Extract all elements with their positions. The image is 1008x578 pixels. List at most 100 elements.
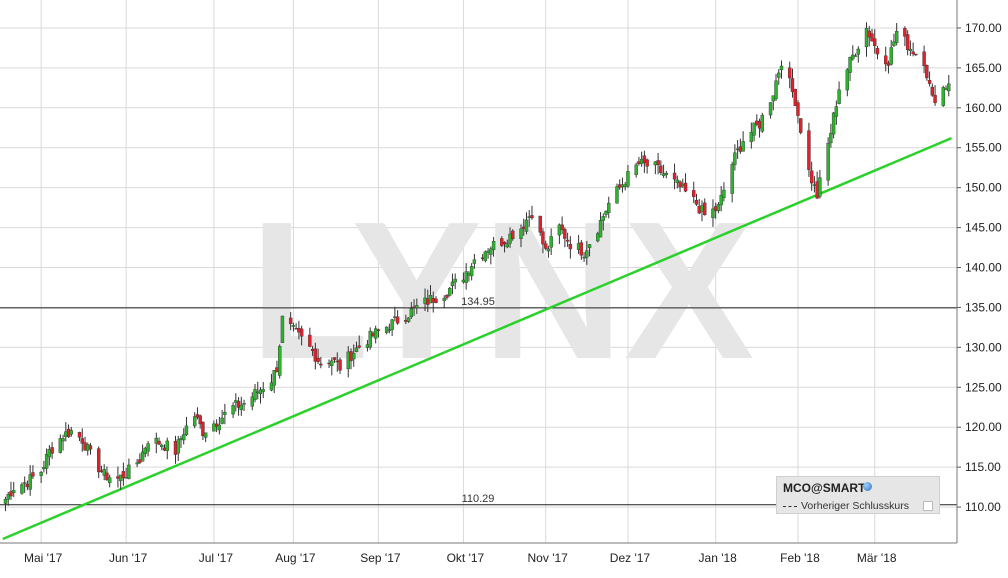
candle-body — [826, 143, 830, 181]
candle — [472, 253, 477, 269]
candle — [870, 28, 874, 42]
candle-body — [848, 57, 852, 73]
candle-body — [434, 298, 438, 303]
candle — [31, 465, 35, 480]
candle — [442, 295, 446, 308]
candle-body — [768, 102, 773, 116]
candle — [352, 344, 356, 367]
candle — [511, 229, 515, 241]
y-tick-label: 150.00 — [965, 181, 1002, 195]
candle — [779, 60, 784, 79]
candle-body — [464, 271, 468, 283]
candle — [203, 432, 208, 443]
candle-body — [642, 155, 647, 163]
y-tick-label: 120.00 — [965, 420, 1002, 434]
candle-body — [217, 424, 222, 431]
candle — [722, 182, 726, 202]
candle-body — [798, 118, 803, 133]
candle-body — [160, 444, 164, 448]
candle — [829, 123, 833, 148]
candle-body — [387, 329, 392, 331]
candle-body — [703, 202, 707, 216]
candle-body — [568, 244, 573, 250]
legend-toggle-checkbox[interactable] — [923, 501, 933, 511]
candle-body — [829, 132, 833, 144]
y-tick-label: 165.00 — [965, 61, 1002, 75]
candle — [601, 213, 605, 231]
candle-body — [601, 216, 605, 221]
candle — [165, 437, 169, 460]
candle — [330, 357, 334, 376]
candle — [884, 46, 888, 72]
candle — [469, 263, 474, 281]
y-tick-label: 170.00 — [965, 21, 1002, 35]
candle-body — [730, 164, 734, 194]
candle-body — [135, 462, 139, 465]
candle — [642, 150, 647, 173]
candle-body — [831, 112, 836, 135]
candle — [807, 122, 811, 177]
y-tick-label: 140.00 — [965, 261, 1002, 275]
candle — [22, 476, 27, 493]
reference-line-label: 110.29 — [462, 493, 495, 505]
candle-body — [220, 417, 224, 424]
candle-body — [947, 83, 951, 92]
candle — [752, 122, 756, 142]
candle-body — [269, 382, 274, 391]
candle-body — [719, 195, 723, 206]
candle-body — [406, 317, 411, 322]
candle-body — [873, 38, 877, 46]
globe-icon[interactable] — [863, 482, 872, 491]
candle-body — [357, 345, 361, 348]
candle-body — [415, 305, 419, 309]
candle — [39, 470, 43, 483]
candle-body — [319, 363, 323, 366]
candle-body — [796, 102, 800, 116]
candle — [856, 46, 860, 63]
candle-body — [908, 48, 913, 51]
candle — [176, 435, 180, 461]
candle — [102, 464, 106, 481]
candle — [236, 397, 241, 416]
candle-body — [469, 266, 474, 277]
candle-body — [368, 330, 372, 348]
candle — [741, 131, 745, 152]
candle — [223, 403, 227, 425]
trendline — [2, 136, 953, 541]
candle-body — [44, 454, 49, 469]
candle — [607, 196, 611, 219]
candle-body — [277, 346, 282, 376]
candle-body — [864, 27, 869, 47]
candle-body — [892, 41, 896, 46]
candle — [774, 73, 778, 102]
candle — [656, 152, 660, 175]
candle — [58, 434, 63, 454]
candle — [212, 420, 216, 432]
candle-body — [203, 432, 208, 438]
candle — [596, 231, 600, 243]
candle — [892, 33, 896, 47]
candle-body — [201, 421, 205, 437]
candle — [683, 173, 688, 193]
candle — [154, 432, 159, 454]
candle-body — [853, 55, 858, 57]
candle — [434, 296, 438, 304]
candle-body — [9, 491, 13, 497]
candle — [675, 175, 680, 189]
y-tick-label: 160.00 — [965, 101, 1002, 115]
candle — [332, 357, 337, 363]
candle-body — [683, 182, 688, 192]
candle-body — [409, 308, 414, 318]
candle-body — [788, 67, 792, 79]
candle — [834, 100, 839, 125]
candle — [192, 412, 197, 429]
candle-body — [154, 437, 159, 444]
candle — [579, 239, 584, 260]
candle-body — [845, 69, 850, 91]
candle-body — [502, 241, 507, 245]
candle-body — [541, 231, 545, 245]
candle-body — [922, 51, 926, 67]
candle — [798, 118, 803, 135]
candle-body — [61, 438, 65, 442]
candle — [291, 322, 296, 332]
